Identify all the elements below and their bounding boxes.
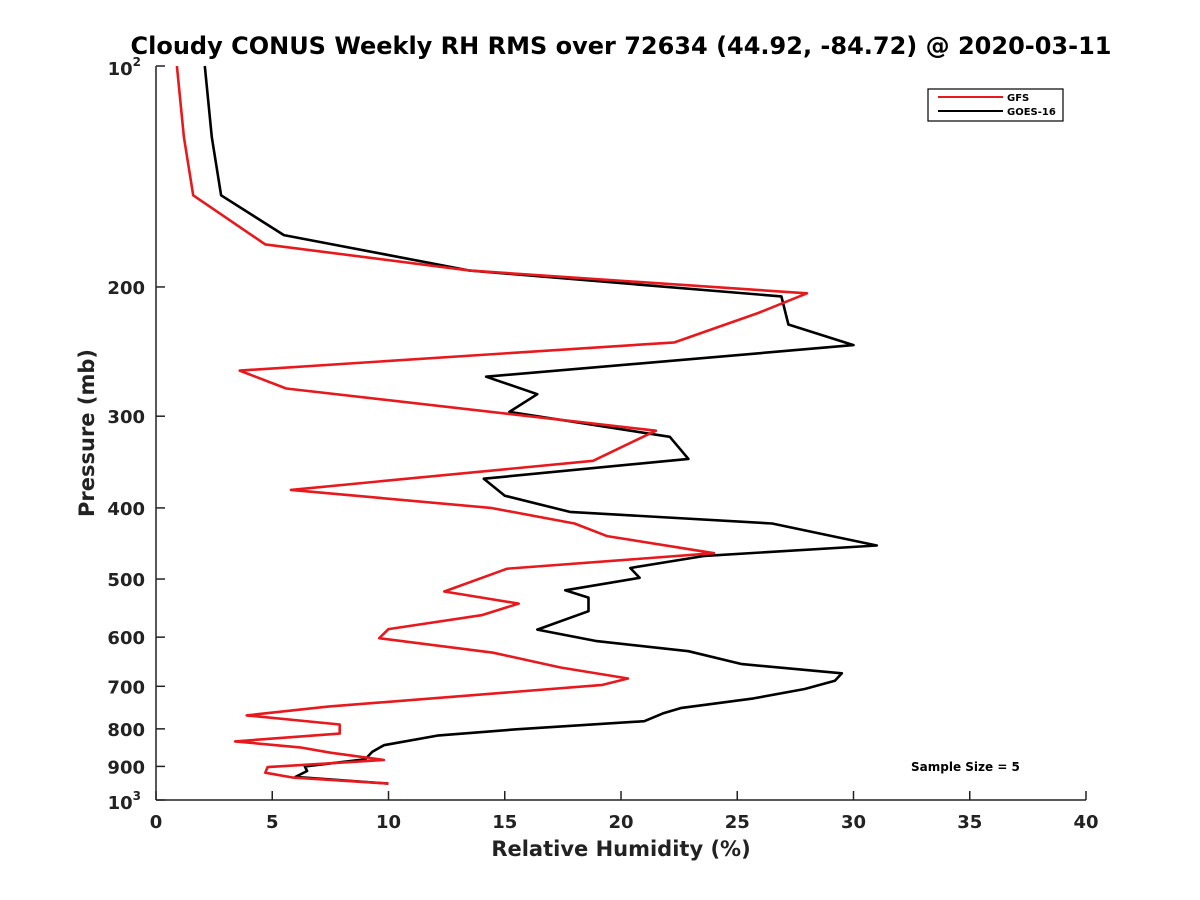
y-tick-label: 600	[107, 628, 145, 649]
legend-box	[927, 88, 1064, 122]
y-tick-exponent: 3	[133, 789, 141, 803]
legend: GFS GOES-16	[927, 88, 1064, 122]
chart-title: Cloudy CONUS Weekly RH RMS over 72634 (4…	[131, 32, 1112, 60]
legend-label-goes16: GOES-16	[1007, 107, 1056, 118]
sample-size-annotation: Sample Size = 5	[911, 760, 1020, 774]
x-tick-label: 25	[725, 812, 750, 833]
x-axis-label: Relative Humidity (%)	[491, 837, 750, 861]
y-axis-label: Pressure (mb)	[75, 349, 99, 517]
x-tick-label: 15	[492, 812, 517, 833]
x-tick-label: 0	[150, 812, 163, 833]
y-tick-label: 200	[107, 278, 145, 299]
x-tick-label: 30	[841, 812, 866, 833]
y-tick-label: 103	[108, 789, 141, 814]
x-tick-label: 5	[266, 812, 279, 833]
y-tick-base: 10	[108, 793, 133, 814]
y-tick-label: 102	[108, 55, 141, 80]
y-tick-exponent: 2	[133, 55, 141, 69]
y-tick-label: 300	[107, 407, 145, 428]
x-tick-label: 10	[376, 812, 401, 833]
x-ticks: 0 5 10 15 20 25 30 35 40	[150, 791, 1099, 833]
y-tick-label: 700	[107, 677, 145, 698]
y-tick-base: 10	[108, 59, 133, 80]
series-line-gfs	[175, 65, 809, 785]
legend-label-gfs: GFS	[1007, 93, 1029, 104]
series-layer	[175, 65, 879, 785]
y-tick-label: 400	[107, 499, 145, 520]
y-tick-label: 900	[107, 757, 145, 778]
y-tick-label: 800	[107, 720, 145, 741]
series-line-goes16	[203, 65, 879, 785]
x-tick-label: 40	[1073, 812, 1098, 833]
y-tick-label: 500	[107, 570, 145, 591]
plot-area: 0 5 10 15 20 25 30 35 40 10220030040050060070080…	[107, 55, 1098, 833]
x-tick-label: 35	[957, 812, 982, 833]
x-tick-label: 20	[608, 812, 633, 833]
